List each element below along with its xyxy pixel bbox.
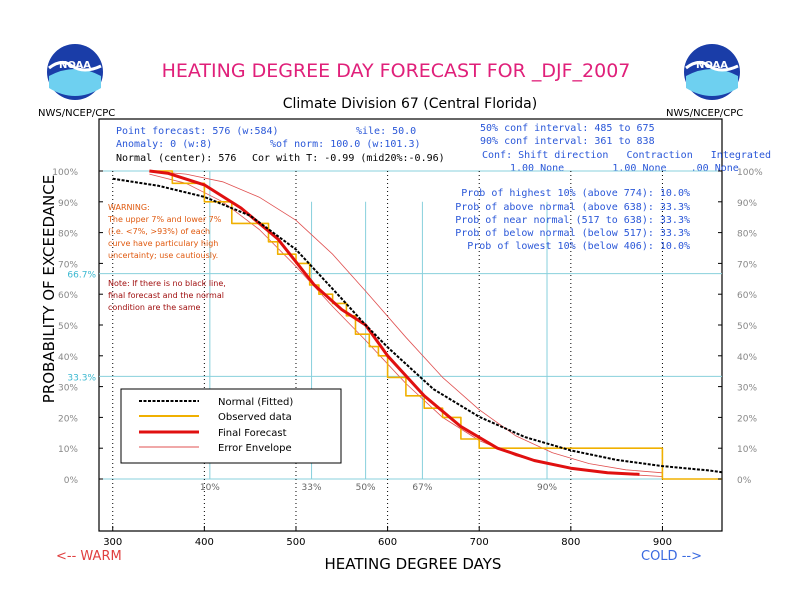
anomaly-text: Anomaly: 0 (w:8) bbox=[116, 139, 212, 150]
final-forecast-line bbox=[149, 169, 640, 476]
warning-title: WARNING: bbox=[108, 203, 150, 212]
y-axis-label: PROBABILITY OF EXCEEDANCE bbox=[40, 175, 58, 403]
percentile-label: 90% bbox=[537, 483, 557, 493]
conf-values-text: 1.00 None 1.00 None .00 None bbox=[510, 163, 739, 174]
prob-above-normal: Prob of above normal (above 638): 33.3% bbox=[455, 202, 690, 213]
y-tick-label-right: 90% bbox=[737, 199, 757, 209]
y-tick-label-left: 80% bbox=[58, 230, 78, 240]
y-tick-label-left: 100% bbox=[52, 168, 78, 178]
warning-box: WARNING: The upper 7% and lower 7% (i.e.… bbox=[107, 203, 222, 260]
prob-below-normal: Prob of below normal (below 517): 33.3% bbox=[455, 228, 690, 239]
y-tick-label-right: 80% bbox=[737, 230, 757, 240]
axis-ticks: 300 400 500 600 700 800 900 0% 0% 10% 10% 20% 20% 30%… bbox=[52, 168, 763, 548]
chart-title: HEATING DEGREE DAY FORECAST FOR _DJF_200… bbox=[162, 60, 631, 82]
normal-fitted-line bbox=[112, 177, 723, 474]
legend-label: Error Envelope bbox=[218, 443, 292, 454]
point-forecast-text: Point forecast: 576 (w:584) bbox=[116, 126, 279, 137]
y-tick-label-right: 20% bbox=[737, 414, 757, 424]
prob-lowest-10: Prob of lowest 10% (below 406): 10.0% bbox=[467, 241, 690, 252]
y-tick-label-left: 60% bbox=[58, 291, 78, 301]
y-tick-label-right: 40% bbox=[737, 353, 757, 363]
legend: Normal (Fitted) Observed data Final Fore… bbox=[120, 388, 342, 464]
percentile-label: 50% bbox=[356, 483, 376, 493]
y-tick-label-right: 100% bbox=[737, 168, 763, 178]
x-tick-label: 600 bbox=[378, 537, 397, 548]
agency-label-right: NWS/NCEP/CPC bbox=[666, 108, 743, 119]
y-tick-label-right: 30% bbox=[737, 384, 757, 394]
legend-label: Normal (Fitted) bbox=[218, 397, 293, 408]
percentile-label: 33% bbox=[302, 483, 322, 493]
warning-line: The upper 7% and lower 7% bbox=[107, 215, 222, 224]
chart-subtitle: Climate Division 67 (Central Florida) bbox=[283, 96, 537, 112]
curves bbox=[112, 169, 723, 480]
ref-line-label: 33.3% bbox=[67, 373, 96, 383]
note-line: Note: If there is no black line, bbox=[108, 279, 226, 288]
x-tick-label: 900 bbox=[653, 537, 672, 548]
y-tick-label-left: 20% bbox=[58, 414, 78, 424]
y-tick-label-left: 10% bbox=[58, 445, 78, 455]
y-tick-label-left: 90% bbox=[58, 199, 78, 209]
y-tick-label-left: 0% bbox=[64, 476, 79, 486]
y-tick-label-left: 70% bbox=[58, 260, 78, 270]
y-tick-label-right: 0% bbox=[737, 476, 752, 486]
x-tick-label: 300 bbox=[103, 537, 122, 548]
percentile-label: 67% bbox=[412, 483, 432, 493]
note-box: Note: If there is no black line, final f… bbox=[108, 279, 226, 312]
legend-label: Final Forecast bbox=[218, 428, 287, 439]
ref-line-label: 66.7% bbox=[67, 271, 96, 281]
legend-label: Observed data bbox=[218, 412, 292, 423]
note-line: final forecast and the normal bbox=[108, 291, 224, 300]
normal-center-text: Normal (center): 576 bbox=[116, 153, 236, 164]
prob-highest-10: Prob of highest 10% (above 774): 10.0% bbox=[461, 188, 690, 199]
percentile-text: %ile: 50.0 bbox=[356, 126, 416, 137]
pct-of-norm-text: %of norm: 100.0 (w:101.3) bbox=[270, 139, 421, 150]
warning-line: uncertainty; use cautiously. bbox=[108, 251, 218, 260]
conf-header-text: Conf: Shift direction Contraction Integr… bbox=[482, 150, 771, 161]
correlation-text: Cor with T: -0.99 (mid20%:-0.96) bbox=[252, 153, 445, 164]
agency-label-left: NWS/NCEP/CPC bbox=[38, 108, 115, 119]
y-tick-label-right: 60% bbox=[737, 291, 757, 301]
noaa-logo-right: NOAA bbox=[684, 44, 740, 100]
warning-line: curve have particulary high bbox=[108, 239, 218, 248]
percentile-label: 10% bbox=[200, 483, 220, 493]
logo-text-right: NOAA bbox=[696, 60, 728, 71]
prob-near-normal: Prob of near normal (517 to 638): 33.3% bbox=[455, 215, 690, 226]
note-line: condition are the same bbox=[108, 303, 201, 312]
logo-text-left: NOAA bbox=[59, 60, 91, 71]
x-tick-label: 800 bbox=[561, 537, 580, 548]
y-tick-label-right: 10% bbox=[737, 445, 757, 455]
error-envelope-upper-line bbox=[149, 170, 663, 474]
y-tick-label-right: 50% bbox=[737, 322, 757, 332]
y-tick-label-left: 30% bbox=[58, 384, 78, 394]
x-tick-label: 700 bbox=[470, 537, 489, 548]
y-tick-label-left: 40% bbox=[58, 353, 78, 363]
x-axis-label: HEATING DEGREE DAYS bbox=[325, 555, 502, 573]
x-tick-label: 400 bbox=[195, 537, 214, 548]
warm-label: <-- WARM bbox=[56, 549, 122, 564]
conf50-text: 50% conf interval: 485 to 675 bbox=[480, 123, 655, 134]
noaa-logo-left: NOAA bbox=[47, 44, 103, 100]
x-tick-label: 500 bbox=[286, 537, 305, 548]
y-tick-label-right: 70% bbox=[737, 260, 757, 270]
cold-label: COLD --> bbox=[641, 549, 702, 564]
warning-line: (i.e. <7%, >93%) of each bbox=[108, 227, 210, 236]
y-tick-label-left: 50% bbox=[58, 322, 78, 332]
conf90-text: 90% conf interval: 361 to 838 bbox=[480, 136, 655, 147]
